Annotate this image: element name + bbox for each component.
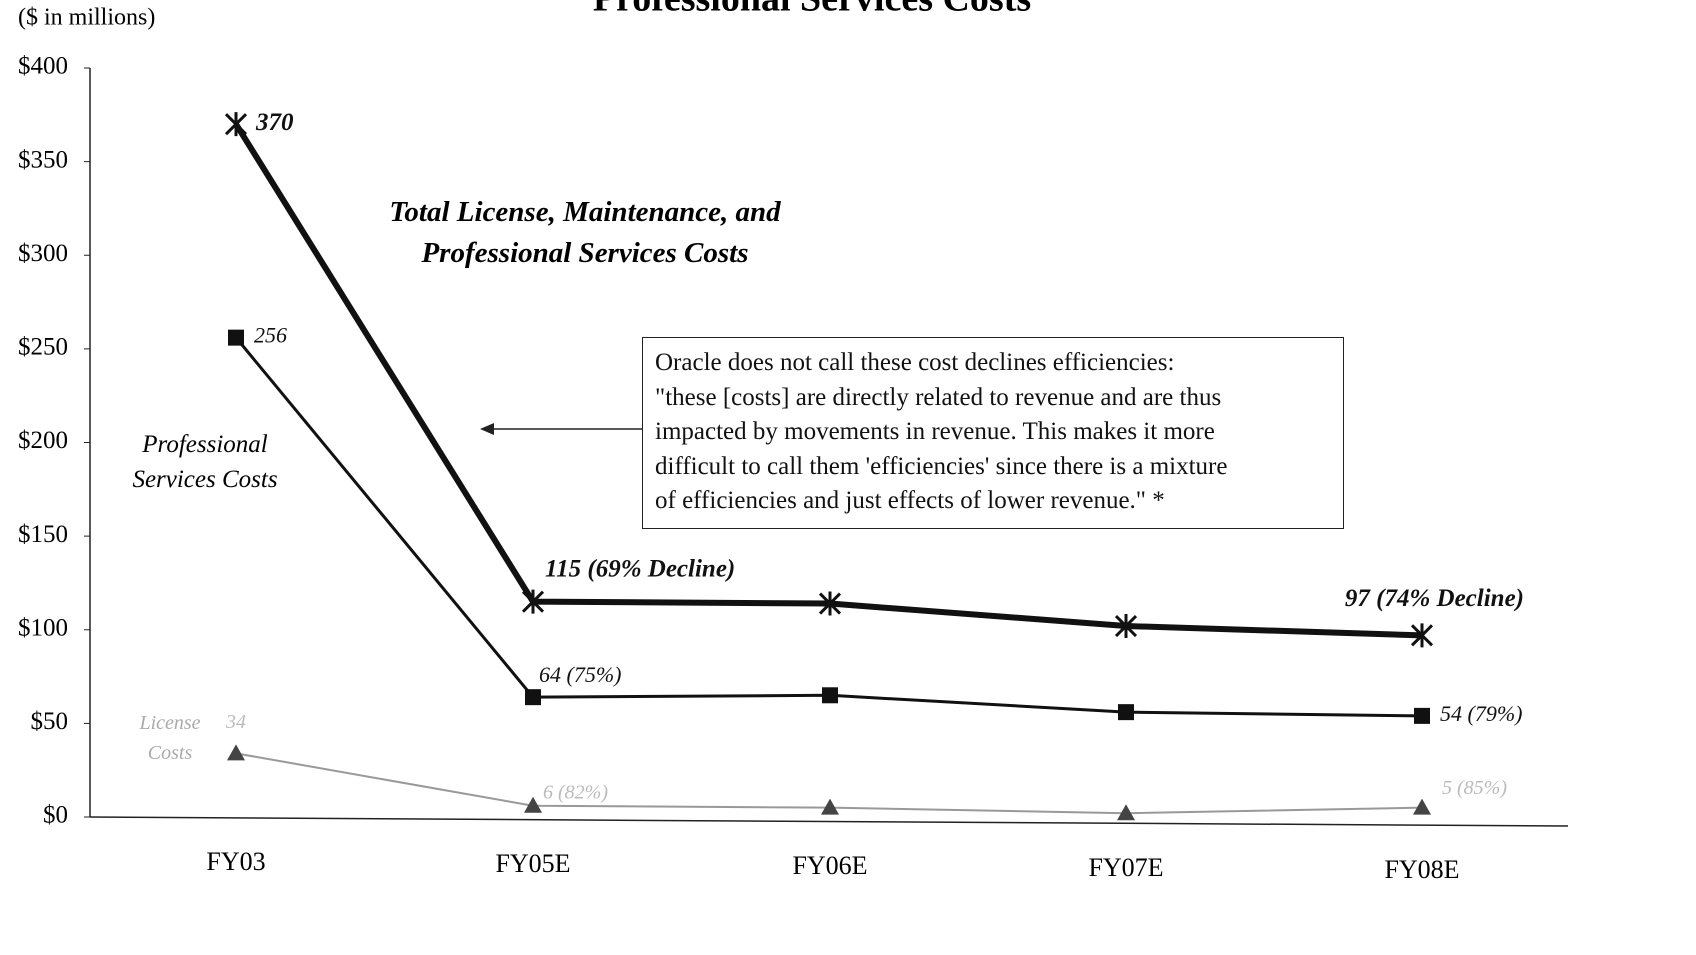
x-tick-label: FY07E <box>1088 853 1163 882</box>
marker <box>821 798 839 815</box>
y-tick-label: $100 <box>18 614 68 641</box>
note-line: impacted by movements in revenue. This m… <box>655 418 1215 445</box>
series-name-label: Professional Services Costs <box>132 431 278 493</box>
x-tick-label: FY05E <box>495 849 570 878</box>
data-point <box>224 112 248 137</box>
data-label: 64 (75%) <box>539 662 621 687</box>
data-point <box>818 591 842 616</box>
data-point <box>1410 623 1434 648</box>
data-point <box>228 329 244 346</box>
note-arrow-head <box>480 423 494 435</box>
chart-title: Professional Services Costs <box>593 0 1031 20</box>
marker <box>524 796 542 813</box>
data-label: 34 <box>225 711 246 733</box>
y-tick-label: $250 <box>18 334 68 361</box>
marker <box>1118 704 1134 721</box>
x-tick-label: FY06E <box>792 851 867 880</box>
data-label: 115 (69% Decline) <box>545 555 735 582</box>
y-tick-label: $400 <box>18 53 68 80</box>
data-point <box>1114 614 1138 639</box>
y-tick-label: $200 <box>18 427 68 454</box>
marker <box>228 329 244 346</box>
note-line: Oracle does not call these cost declines… <box>655 349 1175 376</box>
data-point <box>821 798 839 815</box>
x-axis <box>89 816 1569 827</box>
series-name-label: License Costs <box>139 712 201 764</box>
x-tick-label: FY03 <box>206 847 265 876</box>
marker <box>1114 614 1138 639</box>
data-label: 54 (79%) <box>1440 701 1522 726</box>
marker <box>227 744 245 761</box>
note-line: "these [costs] are directly related to r… <box>655 383 1222 411</box>
marker <box>525 689 541 706</box>
y-tick-label: $150 <box>18 521 68 548</box>
y-tick-label: $0 <box>43 802 68 829</box>
y-tick-label: $300 <box>18 240 68 267</box>
note-box: Oracle does not call these cost declines… <box>642 337 1344 529</box>
series-name-label: Total License, Maintenance, and Professi… <box>389 196 781 269</box>
note-line: difficult to call them 'efficiencies' si… <box>655 452 1228 480</box>
marker <box>822 687 838 704</box>
x-tick-label: FY08E <box>1384 855 1459 884</box>
data-label: 256 <box>254 323 287 348</box>
marker <box>1410 623 1434 648</box>
data-point <box>525 689 541 706</box>
data-point <box>1414 707 1430 724</box>
data-point <box>1118 704 1134 721</box>
data-point <box>822 687 838 704</box>
marker <box>818 591 842 616</box>
y-tick-label: $50 <box>31 708 69 735</box>
y-tick-label: $350 <box>18 146 68 173</box>
data-label: 97 (74% Decline) <box>1345 585 1524 612</box>
data-point <box>521 589 545 614</box>
marker <box>1117 804 1135 821</box>
data-point <box>227 744 245 761</box>
y-axis-label: ($ in millions) <box>18 5 155 31</box>
data-label: 5 (85%) <box>1442 777 1507 799</box>
data-point <box>1413 798 1431 815</box>
marker <box>521 589 545 614</box>
marker <box>224 112 248 137</box>
data-point <box>524 796 542 813</box>
data-label: 370 <box>255 109 294 136</box>
data-label: 6 (82%) <box>543 781 608 803</box>
marker <box>1413 798 1431 815</box>
data-point <box>1117 804 1135 821</box>
marker <box>1414 707 1430 724</box>
note-line: of efficiencies and just effects of lowe… <box>655 487 1165 514</box>
